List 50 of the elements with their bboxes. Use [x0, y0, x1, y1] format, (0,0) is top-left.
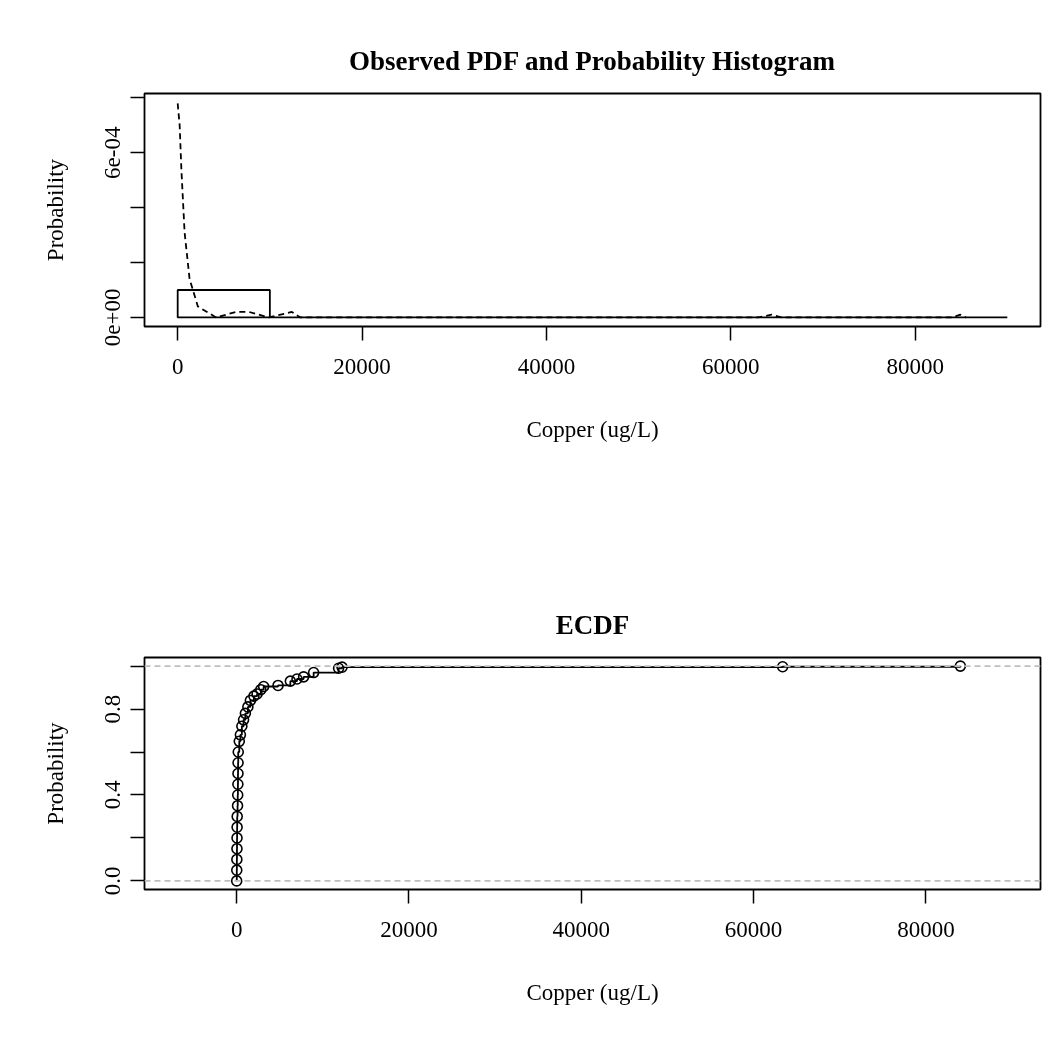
- point: [297, 671, 310, 683]
- point: [231, 799, 244, 812]
- point: [233, 735, 246, 748]
- x-tick-label: 0: [230, 916, 243, 942]
- x-tick-label: 40000: [517, 353, 576, 379]
- x-tick-label: 80000: [886, 353, 944, 379]
- point: [954, 660, 967, 672]
- point: [231, 853, 243, 866]
- point: [272, 679, 284, 692]
- x-tick-label: 60000: [702, 353, 760, 379]
- point: [332, 662, 345, 675]
- x-tick-label: 80000: [897, 916, 955, 942]
- point: [307, 666, 320, 679]
- point: [232, 767, 244, 780]
- point: [234, 729, 247, 741]
- point: [231, 842, 243, 855]
- x-tick-label: 40000: [552, 916, 611, 942]
- point: [231, 832, 243, 844]
- point: [244, 694, 257, 707]
- point: [776, 660, 789, 673]
- y-axis-title: Probability: [42, 158, 68, 262]
- x-tick-label: 0: [171, 353, 184, 379]
- x-axis-title: Copper (ug/L): [526, 979, 659, 1005]
- y-axis-title: Probability: [42, 721, 68, 825]
- point: [231, 789, 244, 801]
- y-tick-label: 0.0: [100, 866, 126, 896]
- x-tick-label: 60000: [724, 916, 783, 942]
- point: [236, 720, 248, 733]
- point: [242, 701, 254, 713]
- point: [231, 821, 243, 833]
- x-tick-label: 20000: [380, 916, 438, 942]
- point: [336, 661, 348, 673]
- point: [230, 875, 243, 887]
- point: [291, 673, 303, 685]
- y-tick-label: 0.8: [100, 694, 126, 724]
- x-tick-label: 20000: [333, 353, 391, 379]
- x-axis-title: Copper (ug/L): [526, 416, 659, 442]
- y-tick-label: 6e-04: [100, 126, 126, 179]
- y-tick-label: 0e+00: [100, 288, 126, 347]
- point: [237, 714, 250, 726]
- chart-title: ECDF: [555, 610, 630, 640]
- chart-title: Observed PDF and Probability Histogram: [349, 46, 836, 76]
- point: [231, 810, 243, 823]
- point: [239, 707, 252, 720]
- point: [284, 675, 297, 687]
- y-tick-label: 0.4: [100, 780, 126, 810]
- point: [232, 778, 244, 791]
- point: [232, 756, 244, 769]
- point: [232, 746, 245, 758]
- point: [230, 864, 243, 876]
